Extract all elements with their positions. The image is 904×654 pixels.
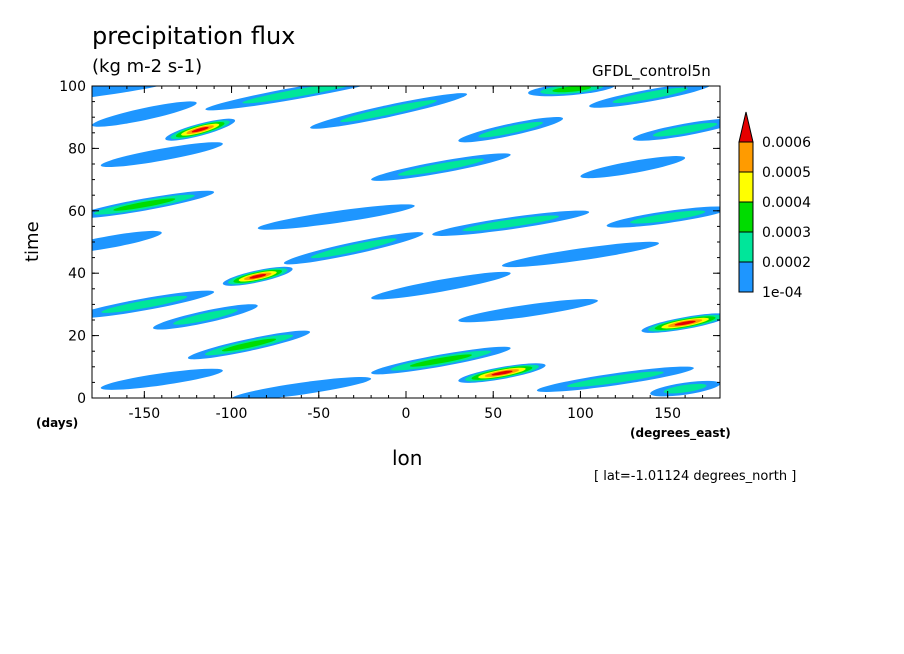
precip-streak-18	[501, 241, 659, 268]
y-tick-label: 0	[77, 391, 86, 407]
colorbar-max-triangle	[738, 111, 754, 143]
precip-band-1-2	[242, 86, 361, 104]
colorbar: 1e-04 0.0002 0.0003 0.0004 0.0005 0.0006	[738, 111, 811, 301]
y-tick-label: 100	[59, 79, 86, 95]
precip-streak-8	[632, 118, 720, 141]
colorbar-label: 0.0002	[762, 255, 811, 271]
precip-band-31-2	[663, 383, 707, 394]
precip-streak-28	[100, 368, 223, 390]
precip-band-25-3	[221, 338, 277, 352]
precip-band-27-6	[491, 370, 513, 376]
plot-area	[92, 86, 720, 398]
precip-streak-27	[458, 363, 546, 383]
colorbar-label: 0.0006	[762, 135, 811, 151]
precip-band-30-1	[231, 377, 372, 398]
x-tick-label: -150	[128, 406, 160, 422]
colorbar-label: 0.0003	[762, 225, 811, 241]
precip-streak-24	[641, 313, 720, 333]
precip-streak-16	[92, 230, 162, 254]
precip-band-6-2	[340, 99, 437, 122]
x-axis-label: lon	[392, 446, 423, 470]
precip-streak-29	[536, 366, 694, 392]
precip-band-2-3	[552, 86, 592, 93]
precip-band-11-1	[580, 156, 686, 179]
colorbar-box-2	[738, 231, 754, 263]
chart-units: (kg m-2 s-1)	[92, 56, 203, 77]
precip-band-28-1	[100, 368, 223, 390]
precip-streak-1	[205, 86, 398, 111]
precip-band-21-2	[101, 295, 188, 313]
y-tick-label: 80	[68, 141, 86, 157]
precip-streak-22	[153, 304, 258, 330]
precip-band-8-2	[652, 122, 718, 137]
y-tick-label: 40	[68, 266, 86, 282]
precip-band-26-3	[409, 354, 472, 367]
colorbar-box-5	[738, 141, 754, 173]
y-axis-unit: (days)	[36, 416, 79, 430]
precip-band-16-1	[92, 230, 162, 254]
y-tick-label: 60	[68, 204, 86, 220]
colorbar-label: 1e-04	[762, 285, 802, 301]
precip-streak-13	[257, 204, 415, 230]
x-tick-label: 50	[484, 406, 502, 422]
precip-streak-10	[371, 153, 511, 181]
precip-band-0-1	[92, 86, 185, 102]
precip-band-15-2	[630, 210, 706, 224]
precip-streak-11	[580, 156, 686, 179]
x-tick-label: 0	[402, 406, 411, 422]
precip-streak-19	[222, 266, 293, 286]
precip-band-24-6	[674, 320, 696, 326]
precip-band-3-2	[612, 87, 688, 103]
precip-streak-5	[165, 118, 236, 141]
precip-streak-21	[92, 290, 215, 319]
precip-streak-15	[606, 206, 720, 228]
precip-streak-25	[187, 330, 311, 360]
precip-streak-6	[310, 93, 468, 129]
precip-streak-0	[92, 86, 185, 102]
precip-streak-23	[458, 299, 598, 323]
precip-streak-9	[100, 142, 223, 168]
precip-streak-30	[231, 377, 372, 398]
chart-title: precipitation flux	[92, 22, 296, 50]
precip-streak-26	[371, 346, 511, 375]
latitude-note: [ lat=-1.01124 degrees_north ]	[594, 469, 797, 484]
precip-streak-2	[528, 86, 616, 97]
precip-band-5-6	[191, 126, 209, 133]
precip-streak-7	[458, 117, 564, 143]
colorbar-label: 0.0005	[762, 165, 811, 181]
precip-band-12-3	[113, 198, 176, 211]
x-tick-label: -100	[216, 406, 248, 422]
colorbar-box-3	[738, 201, 754, 233]
colorbar-box-1	[738, 261, 754, 293]
precip-band-19-6	[249, 273, 267, 279]
precip-band-4-1	[92, 101, 197, 127]
precip-band-14-2	[462, 215, 559, 232]
x-tick-label: 100	[567, 406, 594, 422]
precip-streak-20	[371, 271, 511, 300]
x-axis-unit: (degrees_east)	[630, 426, 731, 440]
precip-band-20-1	[371, 271, 511, 300]
colorbar-box-4	[738, 171, 754, 203]
colorbar-label: 0.0004	[762, 195, 811, 211]
precip-streak-3	[589, 86, 712, 108]
precip-band-23-1	[458, 299, 598, 323]
precip-streak-17	[283, 232, 424, 265]
precip-band-22-2	[173, 309, 238, 325]
x-tick-label: 150	[654, 406, 681, 422]
precip-band-29-2	[567, 371, 664, 388]
precip-band-7-2	[478, 121, 543, 138]
dataset-name: GFDL_control5n	[592, 62, 711, 80]
precip-streak-14	[432, 210, 590, 236]
precip-band-18-1	[501, 241, 659, 268]
precip-streak-4	[92, 101, 197, 127]
precip-streak-12	[92, 190, 215, 219]
precip-band-13-1	[257, 204, 415, 230]
axes: -150 -100 -50 0 50 100 150 0 20 40 60 80 100	[59, 79, 721, 422]
precip-band-9-1	[100, 142, 223, 168]
precip-band-10-2	[397, 158, 484, 176]
precip-band-17-2	[310, 238, 397, 259]
y-tick-label: 20	[68, 329, 86, 345]
x-tick-label: -50	[307, 406, 330, 422]
